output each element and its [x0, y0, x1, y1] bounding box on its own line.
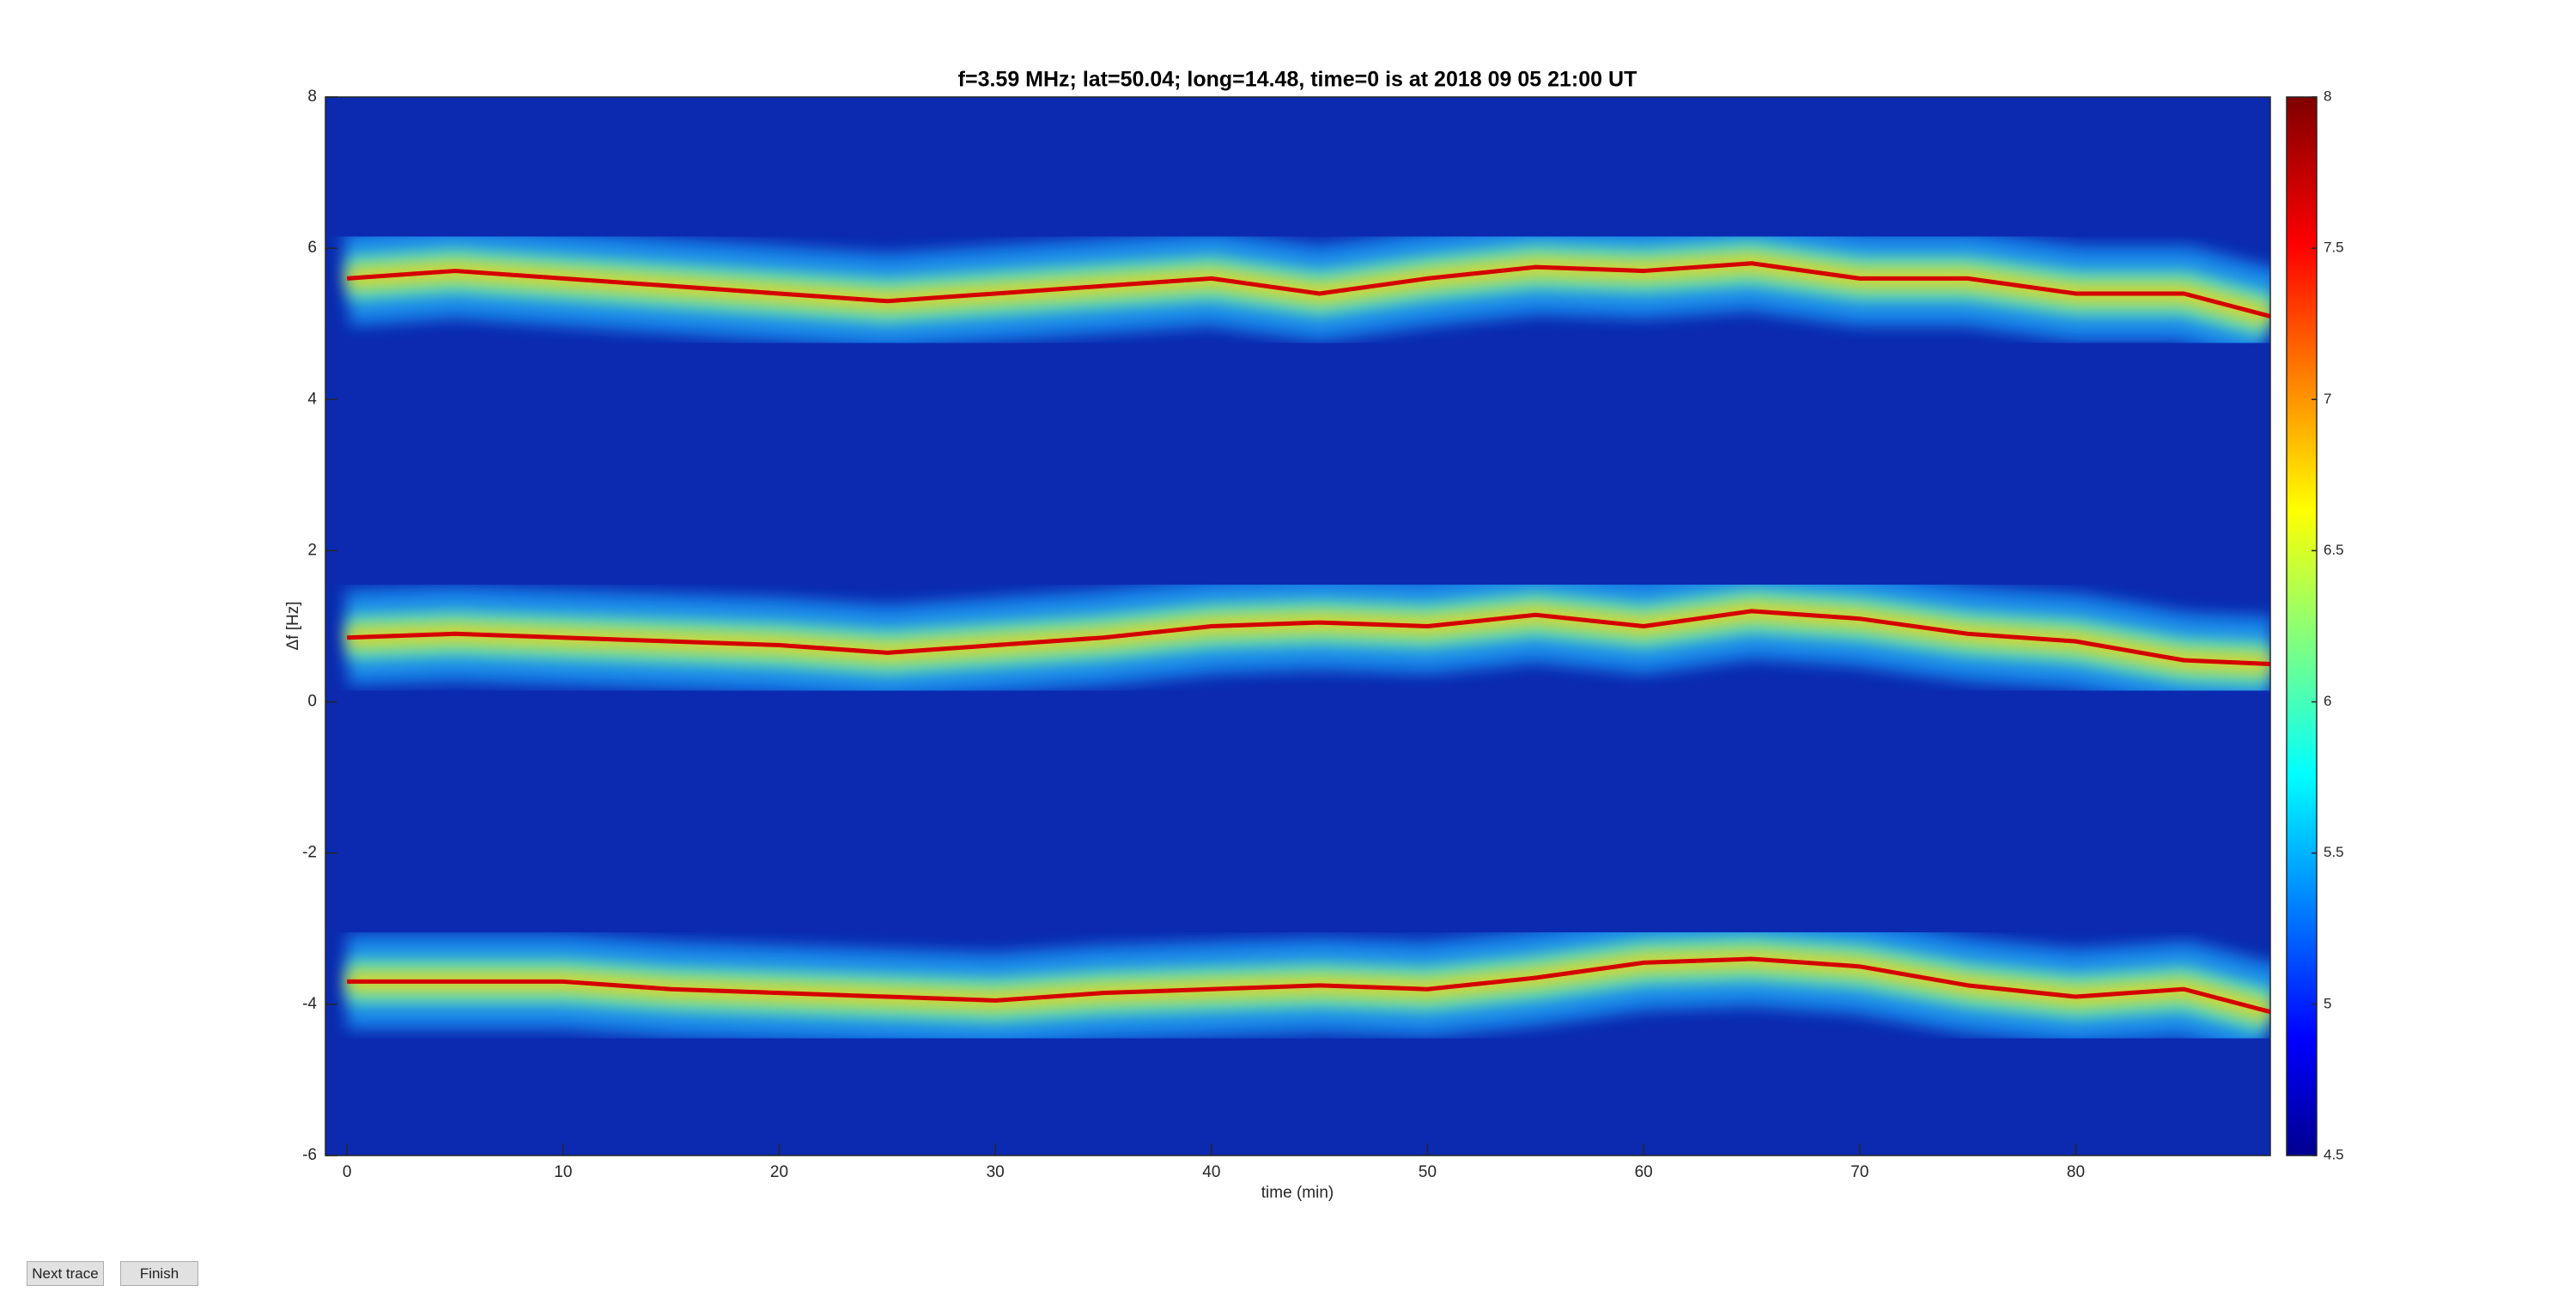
y-tick-label: -6 [302, 1146, 317, 1164]
axes-box [325, 96, 2271, 1156]
colorbar-tick-label: 4.5 [2324, 1146, 2344, 1162]
figure: f=3.59 MHz; lat=50.04; long=14.48, time=… [284, 68, 2344, 1202]
colorbar-tick-label: 5.5 [2324, 844, 2344, 860]
colorbar-tick-label: 6 [2324, 693, 2331, 709]
x-tick-label: 30 [987, 1163, 1005, 1181]
y-tick-label: 4 [307, 390, 317, 408]
x-tick-label: 0 [343, 1163, 352, 1181]
colorbar-tick-label: 5 [2324, 995, 2331, 1011]
trace-line [347, 609, 2270, 667]
plot-area [343, 215, 2270, 1058]
trace-line [347, 956, 2270, 1015]
button[interactable]: Next trace [27, 1261, 104, 1286]
x-tick-label: 20 [770, 1163, 788, 1181]
colorbar-tick-label: 6.5 [2324, 542, 2344, 558]
y-tick-label: -2 [302, 844, 317, 862]
x-tick-label: 40 [1202, 1163, 1220, 1181]
x-tick-label: 70 [1850, 1163, 1868, 1181]
x-tick-label: 80 [2067, 1163, 2085, 1181]
colorbar-tick-label: 7 [2324, 391, 2331, 407]
y-tick-label: 0 [307, 693, 317, 711]
x-tick-label: 50 [1419, 1163, 1437, 1181]
colorbar [2286, 96, 2318, 1156]
x-axis-label: time (min) [1261, 1184, 1334, 1202]
button[interactable]: Finish [120, 1261, 198, 1286]
colorbar-tick-label: 7.5 [2324, 240, 2344, 256]
y-tick-label: 2 [307, 541, 317, 559]
colorbar-tick-label: 8 [2324, 88, 2331, 104]
y-tick-label: -4 [302, 995, 317, 1013]
y-tick-label: 6 [307, 239, 317, 257]
chart-title: f=3.59 MHz; lat=50.04; long=14.48, time=… [958, 68, 1637, 92]
y-axis-label: Δf [Hz] [284, 601, 302, 650]
x-tick-label: 10 [554, 1163, 572, 1181]
y-tick-label: 8 [307, 88, 317, 106]
x-tick-label: 60 [1635, 1163, 1653, 1181]
trace-line [346, 261, 2270, 318]
